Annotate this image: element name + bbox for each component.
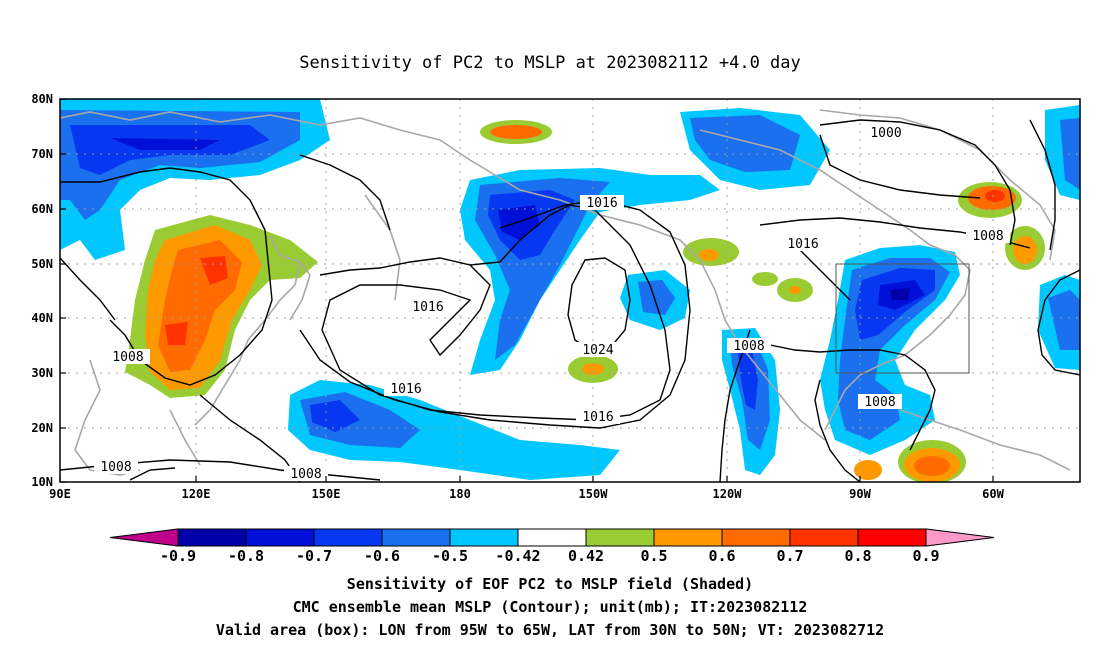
shaded-sensitivity	[60, 99, 1080, 482]
negative-shading-region	[110, 138, 220, 150]
positive-shading-region	[699, 249, 719, 261]
colorbar-tick-label: 0.9	[912, 547, 939, 565]
colorbar-segment	[449, 528, 519, 547]
positive-shading-region	[985, 190, 1005, 202]
positive-shading-region	[200, 256, 228, 285]
positive-shading-region	[789, 286, 801, 294]
colorbar	[109, 528, 995, 547]
colorbar-segment	[177, 528, 247, 547]
positive-shading-region	[490, 125, 542, 139]
lat-tick-label: 70N	[31, 147, 53, 161]
contour-label: 1008	[733, 339, 764, 354]
positive-shading-region	[914, 456, 950, 476]
positive-shading-region	[1013, 236, 1037, 264]
colorbar-tick-label: -0.7	[296, 547, 332, 565]
lat-tick-label: 20N	[31, 421, 53, 435]
colorbar-tick-label: 0.42	[568, 547, 604, 565]
positive-shading-region	[582, 363, 604, 375]
lat-tick-label: 10N	[31, 475, 53, 489]
negative-shading-region	[1048, 290, 1080, 350]
contour-label: 1016	[390, 382, 421, 397]
colorbar-labels: -0.9 -0.8 -0.7 -0.6 -0.5 -0.42 0.42 0.5 0.6 0.7 0.…	[160, 547, 940, 565]
negative-shading-region	[690, 115, 800, 172]
colorbar-tick-label: 0.8	[844, 547, 871, 565]
contour-label: 1008	[100, 460, 131, 475]
contour-label: 1000	[870, 126, 901, 141]
contour-label: 1016	[412, 300, 443, 315]
axis-ticks	[59, 98, 994, 483]
colorbar-tick-label: 0.6	[708, 547, 735, 565]
contour-labels: 1000 1008 1008 1008 1008 1008 1008 1016 …	[94, 125, 1010, 482]
lon-tick-label: 90E	[49, 487, 71, 501]
positive-shading-region	[165, 322, 188, 345]
colorbar-tick-label: 0.5	[640, 547, 667, 565]
positive-shading-region	[854, 460, 882, 480]
colorbar-tick-label: -0.42	[495, 547, 540, 565]
colorbar-segment	[653, 528, 723, 547]
contour-label: 1024	[582, 343, 613, 358]
colorbar-tick-label: 0.7	[776, 547, 803, 565]
lon-tick-label: 150E	[312, 487, 341, 501]
negative-shading-region	[310, 400, 360, 432]
lat-tick-label: 80N	[31, 92, 53, 106]
colorbar-segment	[517, 528, 587, 547]
negative-shading-region	[738, 350, 758, 410]
negative-shading-region	[638, 280, 675, 315]
valid-area-box	[835, 263, 970, 374]
colorbar-tick-label: -0.5	[432, 547, 468, 565]
colorbar-segment	[789, 528, 859, 547]
caption-line: CMC ensemble mean MSLP (Contour); unit(m…	[293, 598, 808, 616]
colorbar-tick-label: -0.6	[364, 547, 400, 565]
lat-tick-label: 50N	[31, 257, 53, 271]
contour-label: 1008	[112, 350, 143, 365]
chart-title: Sensitivity of PC2 to MSLP at 2023082112…	[299, 53, 801, 73]
lat-tick-label: 40N	[31, 311, 53, 325]
lon-tick-label: 60W	[982, 487, 1004, 501]
lon-tick-label: 180	[449, 487, 471, 501]
colorbar-segment	[313, 528, 383, 547]
colorbar-tick-label: -0.9	[160, 547, 196, 565]
colorbar-segment	[857, 528, 927, 547]
colorbar-segment	[721, 528, 791, 547]
contour-label: 1008	[864, 395, 895, 410]
contour-label: 1016	[582, 410, 613, 425]
caption-block: Sensitivity of EOF PC2 to MSLP field (Sh…	[216, 575, 884, 639]
colorbar-segment	[245, 528, 315, 547]
negative-shading-region	[890, 288, 910, 300]
lat-tick-label: 30N	[31, 366, 53, 380]
colorbar-extend-high	[925, 528, 995, 547]
caption-line: Valid area (box): LON from 95W to 65W, L…	[216, 621, 884, 639]
positive-shading-region	[752, 272, 778, 286]
contour-label: 1008	[290, 467, 321, 482]
contour-label: 1016	[787, 237, 818, 252]
contour-label: 1008	[972, 229, 1003, 244]
lon-tick-label: 120W	[713, 487, 743, 501]
lon-axis-labels: 90E 120E 150E 180 150W 120W 90W 60W	[49, 487, 1004, 501]
colorbar-segment	[585, 528, 655, 547]
lat-axis-labels: 80N 70N 60N 50N 40N 30N 20N 10N	[31, 92, 53, 489]
map-frame	[59, 98, 1081, 483]
caption-line: Sensitivity of EOF PC2 to MSLP field (Sh…	[347, 575, 753, 593]
colorbar-tick-label: -0.8	[228, 547, 264, 565]
lat-tick-label: 60N	[31, 202, 53, 216]
contour-label: 1016	[586, 196, 617, 211]
lon-tick-label: 120E	[182, 487, 211, 501]
colorbar-extend-low	[109, 528, 179, 547]
colorbar-segment	[381, 528, 451, 547]
lon-tick-label: 90W	[849, 487, 871, 501]
lon-tick-label: 150W	[579, 487, 609, 501]
